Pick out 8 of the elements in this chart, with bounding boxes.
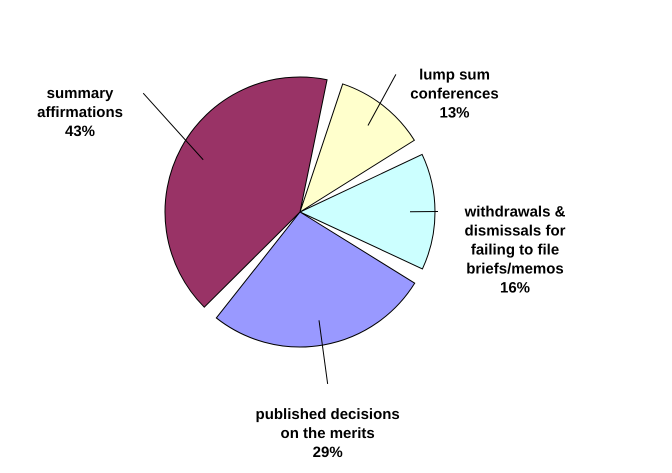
data-label: 13% bbox=[439, 104, 470, 122]
data-label: 29% bbox=[312, 444, 343, 461]
legend-label: withdrawals & dismissals for failing to file briefs/memos bbox=[464, 204, 566, 278]
slice-label: summary affirmations bbox=[37, 85, 123, 122]
slice-label: published decisions on the merits bbox=[256, 406, 400, 442]
data-label: 16% bbox=[500, 280, 530, 297]
data-label: 43% bbox=[65, 123, 96, 140]
slice-label: lump sum conferences bbox=[410, 66, 499, 102]
